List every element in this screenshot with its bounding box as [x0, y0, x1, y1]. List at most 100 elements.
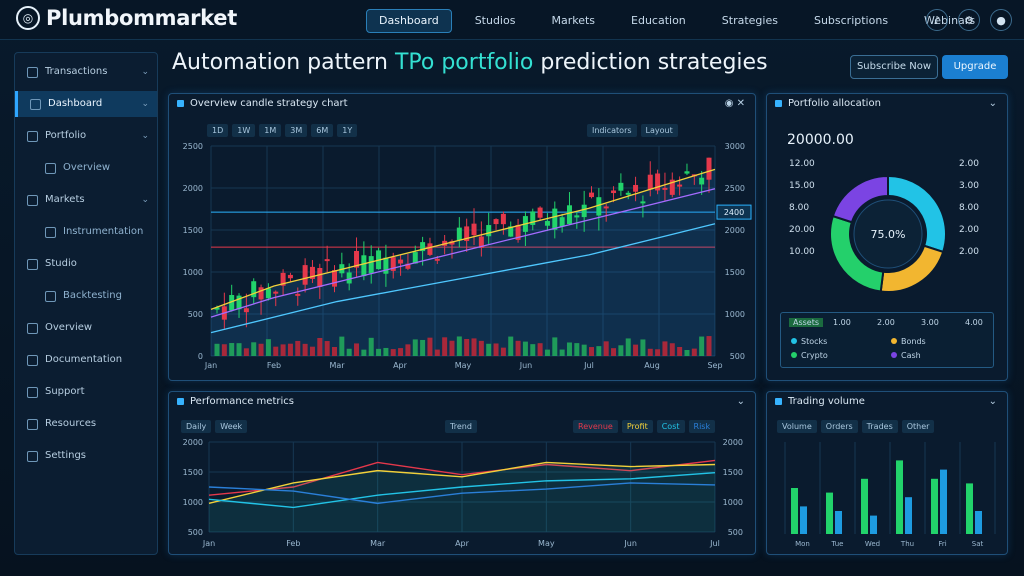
chip-0[interactable]: Daily — [181, 420, 212, 433]
legend-item-0: Revenue — [573, 420, 618, 433]
sidebar-item-label: Support — [45, 386, 85, 397]
sidebar-item-icon — [45, 290, 56, 302]
chip-3[interactable]: Other — [901, 420, 935, 433]
volume-bar — [376, 348, 382, 356]
legend-item-3[interactable]: Cash — [891, 351, 921, 360]
app-title: Plumbommarket — [46, 6, 237, 30]
sidebar-item-12[interactable]: Settings — [15, 443, 157, 469]
sidebar-item-icon — [27, 418, 38, 430]
chevron-down-icon[interactable]: ⌄ — [988, 396, 997, 407]
chip-3[interactable]: 3M — [285, 124, 308, 137]
chip-2[interactable]: 1M — [259, 124, 282, 137]
chip-4[interactable]: 6M — [311, 124, 334, 137]
candle-body — [412, 252, 418, 264]
volume-bar — [368, 337, 374, 356]
settings-icon[interactable]: ⚙ — [958, 9, 980, 31]
chevron-down-icon[interactable]: ⌄ — [736, 396, 745, 407]
volume-bar — [625, 338, 631, 356]
volume-bar — [706, 336, 712, 356]
sidebar-item-8[interactable]: Overview — [15, 315, 157, 341]
sidebar-item-2[interactable]: Portfolio ⌄ — [15, 123, 157, 149]
nav-item-1[interactable]: Studios — [474, 14, 516, 27]
sidebar-item-3[interactable]: Overview — [15, 155, 157, 181]
bar-volume — [966, 483, 973, 534]
sidebar-item-label: Resources — [45, 418, 97, 429]
series-line-cost — [208, 471, 716, 509]
x-tick-label: Mar — [329, 361, 345, 370]
legend-item-1[interactable]: Bonds — [891, 337, 926, 346]
candle-body — [243, 308, 249, 313]
sidebar-item-4[interactable]: Markets ⌄ — [15, 187, 157, 213]
chip-2[interactable]: Trades — [861, 420, 898, 433]
candle-body — [258, 287, 264, 300]
panel-controls[interactable]: ◉ ✕ — [725, 98, 745, 109]
sidebar-item-10[interactable]: Support — [15, 379, 157, 405]
donut-right-label: 2.00 — [959, 159, 979, 169]
right-tick-label: 2000 — [725, 226, 745, 235]
pie-icon — [775, 100, 782, 107]
sidebar-item-9[interactable]: Documentation — [15, 347, 157, 373]
volume-bar — [500, 347, 506, 356]
expand-icon: ◉ — [724, 98, 734, 109]
sidebar-item-1[interactable]: Dashboard ⌄ — [15, 91, 157, 117]
y-tick-label: 1500 — [183, 226, 203, 235]
candle-body — [287, 274, 293, 279]
performance-line-chart[interactable]: 2000 2000 1500 1500 1000 1000 500 500 Jan Feb Mar A… — [169, 392, 757, 556]
logo[interactable]: ◎ Plumbommarket — [16, 6, 237, 30]
candle-body — [405, 263, 411, 269]
x-tick-label: Jan — [202, 539, 215, 548]
x-tick-label: May — [538, 539, 555, 548]
legend-item-1: Profit — [621, 420, 653, 433]
sidebar-item-7[interactable]: Backtesting — [15, 283, 157, 309]
top-nav: Dashboard Studios Markets Education Strategi… — [366, 9, 988, 33]
sidebar-item-11[interactable]: Resources — [15, 411, 157, 437]
nav-item-0[interactable]: Dashboard — [366, 9, 452, 33]
nav-item-3[interactable]: Education — [631, 14, 686, 27]
right-tick-label: 1000 — [723, 498, 743, 507]
sidebar-item-0[interactable]: Transactions ⌄ — [15, 59, 157, 85]
nav-item-4[interactable]: Strategies — [721, 14, 778, 27]
upgrade-button[interactable]: Upgrade — [942, 55, 1008, 79]
main-chart-header: Overview candle strategy chart — [177, 98, 348, 109]
volume-bar — [420, 339, 426, 356]
chip-0[interactable]: Indicators — [587, 124, 637, 137]
moving-average-line — [210, 168, 716, 310]
bell-icon[interactable]: ♪ — [926, 9, 948, 31]
x-tick-label: Jul — [709, 539, 720, 548]
subscribe-button[interactable]: Subscribe Now — [850, 55, 938, 79]
volume-bar — [508, 336, 514, 356]
right-tick-label: 3000 — [725, 142, 745, 151]
chevron-down-icon[interactable]: ⌄ — [988, 98, 997, 109]
user-icon[interactable]: ● — [990, 9, 1012, 31]
chip-1[interactable]: Week — [215, 420, 248, 433]
nav-item-2[interactable]: Markets — [551, 14, 596, 27]
volume-bar — [449, 340, 455, 356]
sidebar-item-icon — [27, 66, 38, 78]
chip-1[interactable]: Orders — [820, 420, 858, 433]
candle-chart[interactable]: 2500 2000 1500 1000 500 0 3000 2500 2000 1500 1000… — [169, 94, 757, 382]
trend-chip-label[interactable]: Trend — [445, 420, 477, 433]
x-tick-label: May — [455, 361, 472, 370]
volume-bar — [287, 343, 293, 356]
sidebar-item-label: Settings — [45, 450, 87, 461]
sidebar-item-5[interactable]: Instrumentation — [15, 219, 157, 245]
chip-0[interactable]: Volume — [777, 420, 817, 433]
volume-bar — [273, 346, 279, 356]
candle-body — [354, 251, 360, 268]
volume-bar-chart[interactable]: Mon Tue Wed Thu Fri Sat — [767, 392, 1009, 556]
volume-bar — [331, 346, 337, 356]
chip-0[interactable]: 1D — [207, 124, 229, 137]
candle-body — [324, 259, 330, 262]
moving-average-line — [210, 223, 716, 334]
chip-1[interactable]: 1W — [232, 124, 256, 137]
title-post: prediction strategies — [533, 50, 768, 75]
chip-5[interactable]: 1Y — [337, 124, 358, 137]
volume-bar — [427, 337, 433, 356]
sidebar-item-6[interactable]: Studio — [15, 251, 157, 277]
nav-item-5[interactable]: Subscriptions — [813, 14, 889, 27]
chip-1[interactable]: Layout — [640, 124, 678, 137]
legend-item-2[interactable]: Crypto — [791, 351, 828, 360]
candle-body — [500, 213, 506, 225]
legend-item-0[interactable]: Stocks — [791, 337, 827, 346]
legend-dot — [891, 338, 897, 344]
